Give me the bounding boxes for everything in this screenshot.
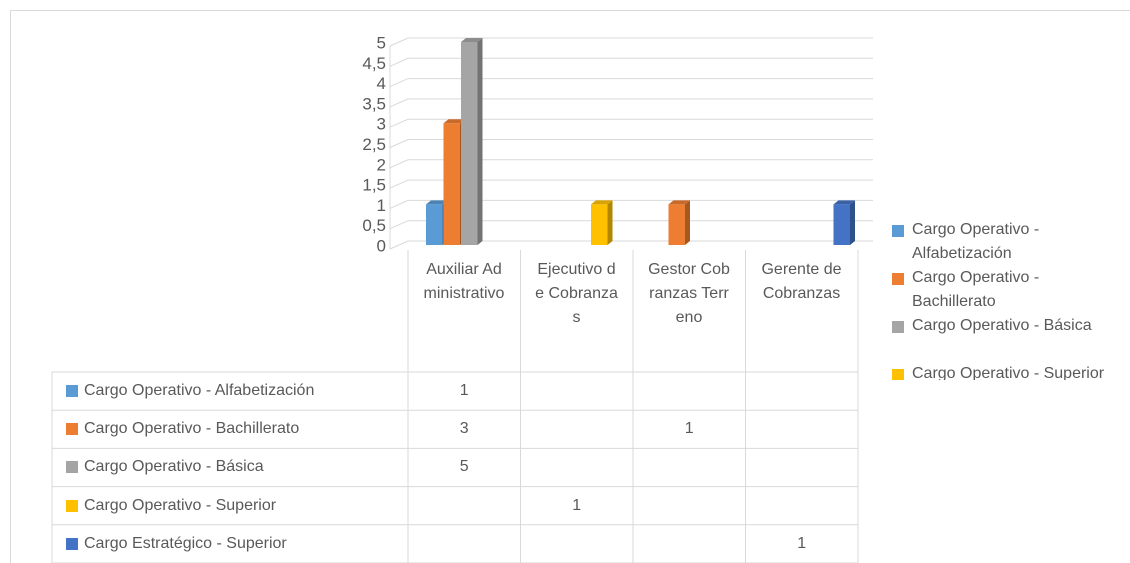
table-cell <box>746 487 859 525</box>
table-row-header: Cargo Operativo - Básica <box>52 448 408 486</box>
y-tick-label: 3 <box>377 115 386 134</box>
series-name: Cargo Operativo - Bachillerato <box>84 420 300 438</box>
chart-frame <box>10 10 1130 563</box>
grid-line <box>389 159 873 169</box>
grid-line <box>389 98 873 108</box>
table-row-header: Cargo Operativo - Bachillerato <box>52 410 408 448</box>
legend-label: Cargo Operativo - Bachillerato <box>912 269 1040 310</box>
table-key <box>66 385 78 398</box>
table-cell <box>633 372 746 410</box>
legend-swatch <box>892 369 904 380</box>
y-tick-label: 4 <box>377 74 386 93</box>
y-tick-label: 4,5 <box>362 54 386 73</box>
bar <box>461 42 478 245</box>
table-cell <box>521 448 634 486</box>
bar-top <box>426 200 448 205</box>
legend-item: Cargo Operativo - Bachillerato <box>892 266 1122 314</box>
table-cell <box>746 372 859 410</box>
y-tick-label: 0 <box>377 236 386 255</box>
table-cell <box>408 487 521 525</box>
table-cell: 5 <box>459 458 469 476</box>
y-tick-label: 5 <box>377 33 386 52</box>
bar-top <box>668 200 690 205</box>
bar-top <box>443 119 465 124</box>
x-tick-label: Auxiliar Administrativo <box>423 261 505 302</box>
grid-line <box>389 139 873 148</box>
bar <box>668 204 685 245</box>
series-name: Cargo Estratégico - Superior <box>84 534 287 552</box>
table-cell <box>746 448 859 486</box>
series-name: Cargo Operativo - Alfabetización <box>84 382 315 400</box>
y-tick-label: 1,5 <box>362 176 386 195</box>
table-row-header: Cargo Estratégico - Superior <box>52 525 408 563</box>
table-key <box>66 461 78 474</box>
table-row-header: Cargo Operativo - Superior <box>52 487 408 525</box>
bar-side <box>607 200 613 245</box>
table-cell: 1 <box>572 496 582 514</box>
y-tick-label: 2,5 <box>362 135 386 154</box>
bar-side <box>685 200 690 245</box>
table-cell <box>746 410 859 448</box>
bar <box>591 204 608 245</box>
table-cell: 1 <box>684 420 694 438</box>
table-key <box>66 499 78 512</box>
table-key <box>66 537 78 550</box>
grid-line <box>389 37 873 47</box>
table-cell <box>633 448 746 486</box>
legend-label: Cargo Operativo - Superior <box>912 365 1105 380</box>
table-cell <box>633 487 746 525</box>
bar-top <box>833 200 855 205</box>
legend-swatch <box>892 273 904 285</box>
table-cell <box>521 410 634 448</box>
table-cell: 1 <box>459 382 469 400</box>
legend-label: Cargo Operativo - Básica <box>912 317 1092 334</box>
y-tick-label: 1 <box>377 196 386 215</box>
table-cell <box>521 525 634 563</box>
table-cell <box>633 525 746 563</box>
legend-swatch <box>892 321 904 333</box>
table-cell: 3 <box>459 420 469 438</box>
legend-item: Cargo Operativo - Básica <box>892 314 1122 362</box>
x-tick-label: Ejecutivo de Cobranzas <box>535 261 618 326</box>
grid-line <box>389 118 873 128</box>
bar-top <box>591 200 613 205</box>
legend-item: Cargo Operativo - Superior <box>892 362 1122 380</box>
bar <box>443 123 460 245</box>
bar <box>833 204 850 245</box>
bar-side <box>477 38 483 245</box>
legend-swatch <box>892 225 904 237</box>
series-name: Cargo Operativo - Básica <box>84 458 264 476</box>
grid-line <box>389 57 873 67</box>
table-cell: 1 <box>797 534 807 552</box>
grid-line <box>389 220 873 230</box>
legend-label: Cargo Operativo - Alfabetización <box>912 221 1040 262</box>
legend-item: Cargo Operativo - Alfabetización <box>892 218 1122 266</box>
grid-line <box>389 78 873 88</box>
legend: Cargo Operativo - Alfabetización Cargo Op… <box>892 218 1122 380</box>
y-tick-label: 2 <box>377 155 386 174</box>
bar-side <box>850 200 855 245</box>
x-tick-label: Gerente de Cobranzas <box>761 261 842 302</box>
bar-top <box>461 38 483 42</box>
table-key <box>66 423 78 436</box>
y-tick-label: 0,5 <box>362 216 386 235</box>
x-tick-label: Gestor Cobranzas Terreno <box>648 261 730 326</box>
y-tick-label: 3,5 <box>362 94 386 113</box>
series-name: Cargo Operativo - Superior <box>84 496 277 514</box>
table-cell <box>521 372 634 410</box>
bar <box>426 204 443 245</box>
grid-line <box>389 199 873 209</box>
grid-line <box>389 240 873 250</box>
table-row-header: Cargo Operativo - Alfabetización <box>52 372 408 410</box>
table-cell <box>408 525 521 563</box>
grid-line <box>389 179 873 189</box>
